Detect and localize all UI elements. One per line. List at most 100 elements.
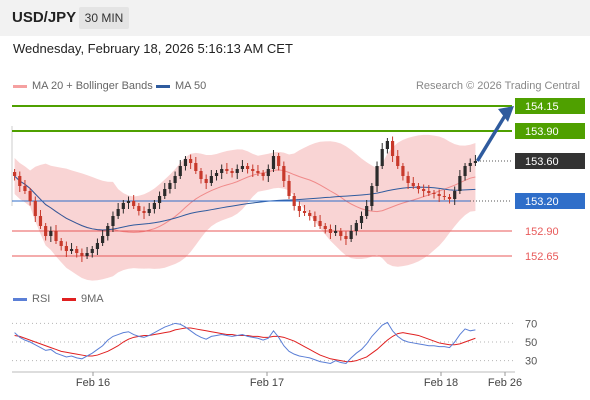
candle-body <box>173 176 177 183</box>
candle-body <box>126 201 131 203</box>
candle-body <box>137 206 141 211</box>
candle-body <box>406 176 410 183</box>
candle-body <box>271 156 276 169</box>
candle-body <box>49 231 53 236</box>
candle-body <box>370 186 374 206</box>
candle-body <box>313 216 317 221</box>
candle-body <box>230 171 234 173</box>
legend-9ma: 9MA <box>62 293 104 305</box>
candle-body <box>44 226 48 236</box>
resistance-label: 153.90 <box>525 126 559 138</box>
bollinger-swatch-icon <box>13 84 27 88</box>
candle-body <box>396 156 400 166</box>
candle-body <box>220 169 224 173</box>
candle-body <box>12 172 17 176</box>
candle-body <box>33 201 37 216</box>
chart-datetime: Wednesday, February 18, 2026 5:16:13 AM … <box>13 41 293 56</box>
candle-body <box>453 191 457 199</box>
candle-body <box>256 171 260 173</box>
candle-body <box>225 169 229 171</box>
candle-body <box>401 166 405 176</box>
resistance-label-box <box>515 98 585 114</box>
candle-body <box>199 171 203 179</box>
candle-body <box>209 176 213 183</box>
candle-body <box>297 206 301 211</box>
candle-body <box>251 169 255 171</box>
legend-9ma-label: 9MA <box>81 293 104 305</box>
candle-body <box>38 216 43 226</box>
candle-body <box>282 166 286 181</box>
candle-body <box>28 191 32 201</box>
candle-body <box>189 159 193 163</box>
rsi-line <box>14 321 476 365</box>
candle-body <box>323 226 327 229</box>
candle-body <box>121 203 125 209</box>
symbol-title: USD/JPY <box>12 9 77 26</box>
candle-body <box>359 216 364 223</box>
candle-body <box>95 243 100 249</box>
current-label-box <box>515 153 585 169</box>
candle-body <box>416 186 421 189</box>
projection-arrow-head-icon <box>498 106 514 122</box>
candle-body <box>442 196 446 197</box>
candle-body <box>380 149 384 166</box>
candle-body <box>261 173 265 176</box>
candle-body <box>23 186 27 191</box>
rsi-tick-label: 50 <box>525 337 537 349</box>
legend-bollinger: MA 20 + Bollinger Bands <box>13 80 153 92</box>
candle-body <box>339 231 343 236</box>
candle-body <box>54 231 58 241</box>
research-credit: Research © 2026 Trading Central <box>415 80 580 92</box>
candle-body <box>157 196 162 203</box>
support-label: 152.65 <box>525 251 559 263</box>
candle-body <box>354 223 358 231</box>
candle-body <box>80 253 84 256</box>
candle-body <box>411 183 415 186</box>
timeframe-button[interactable]: 30 MIN <box>79 7 129 29</box>
candle-body <box>69 249 74 251</box>
legend-ma50: MA 50 <box>156 80 206 92</box>
candle-body <box>245 166 250 169</box>
candle-body <box>168 183 172 189</box>
rsi-tick-label: 70 <box>525 318 537 330</box>
rsi-ma-line <box>14 327 476 363</box>
candle-body <box>147 209 151 213</box>
ma9-swatch-icon <box>62 297 76 301</box>
candle-body <box>111 216 115 226</box>
candle-body <box>328 229 333 233</box>
candle-body <box>375 166 379 186</box>
candle-body <box>437 194 441 196</box>
x-tick-label: Feb 26 <box>488 377 522 389</box>
candle-body <box>64 246 68 251</box>
ma50-line <box>14 175 476 231</box>
candle-body <box>463 166 467 176</box>
candle-body <box>468 163 472 166</box>
candle-body <box>302 211 307 213</box>
candle-body <box>385 141 389 149</box>
candle-body <box>427 191 431 193</box>
candle-body <box>422 189 426 191</box>
rsi-swatch-icon <box>13 297 27 301</box>
rsi-tick-label: 30 <box>525 356 537 368</box>
x-tick-label: Feb 17 <box>250 377 284 389</box>
candle-body <box>308 213 312 216</box>
legend-ma50-label: MA 50 <box>175 80 207 92</box>
candle-body <box>349 231 353 239</box>
x-tick-label: Feb 16 <box>76 377 110 389</box>
projection-arrow-line <box>475 113 508 162</box>
bollinger-band-fill <box>14 134 476 281</box>
candle-body <box>447 197 452 199</box>
candle-body <box>365 206 369 216</box>
candle-body <box>116 209 120 216</box>
candle-body <box>240 166 245 169</box>
candle-body <box>432 193 436 194</box>
candle-body <box>178 166 182 176</box>
candle-body <box>59 241 63 246</box>
pivot-label: 153.20 <box>525 196 559 208</box>
candle-body <box>390 141 395 156</box>
candle-body <box>132 201 136 206</box>
candle-body <box>101 236 105 243</box>
legend-rsi-label: RSI <box>32 293 51 305</box>
candle-body <box>318 221 322 226</box>
